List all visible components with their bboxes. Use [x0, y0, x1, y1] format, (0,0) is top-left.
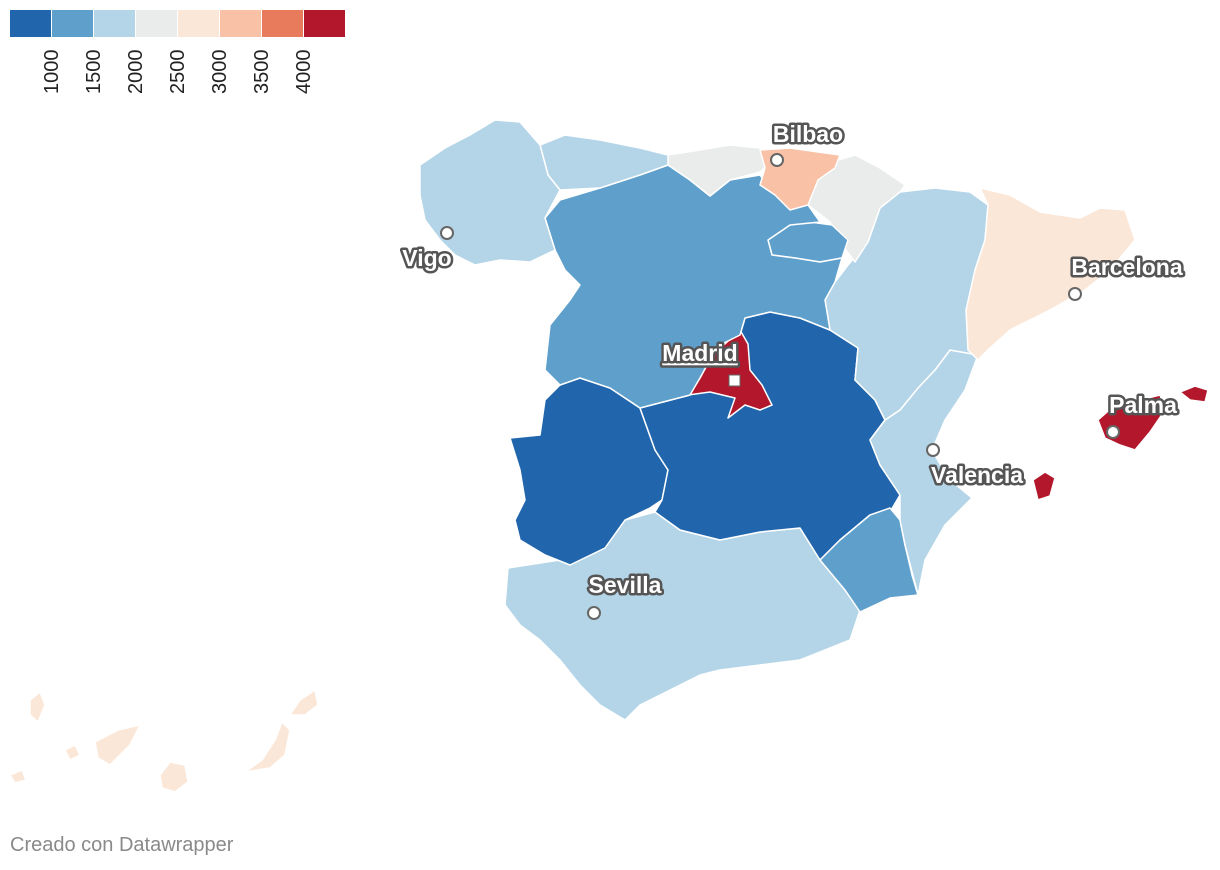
legend-swatch: [94, 10, 135, 37]
city-marker-palma: [1106, 425, 1120, 439]
city-marker-valencia: [926, 443, 940, 457]
city-label-valencia: Valencia: [931, 462, 1023, 488]
island-la-palma[interactable]: [29, 691, 46, 723]
island-gomera[interactable]: [64, 744, 81, 761]
region-galicia[interactable]: [419, 119, 561, 266]
city-marker-vigo: [440, 226, 454, 240]
legend-swatch: [220, 10, 261, 37]
island-tenerife[interactable]: [94, 724, 141, 766]
region-cantabria[interactable]: [667, 144, 776, 197]
island-menorca[interactable]: [1179, 385, 1209, 403]
credit-footer: Creado con Datawrapper: [10, 834, 234, 856]
island-ibiza[interactable]: [1032, 471, 1056, 501]
city-label-vigo: Vigo: [402, 245, 451, 271]
city-marker-madrid: [728, 374, 741, 387]
region-madrid[interactable]: [687, 329, 773, 419]
legend-swatch: [52, 10, 93, 37]
city-marker-bilbao: [770, 153, 784, 167]
legend-swatch: [10, 10, 51, 37]
legend-swatch: [304, 10, 345, 37]
island-el-hierro[interactable]: [9, 769, 27, 784]
region-cataluna[interactable]: [965, 187, 1136, 361]
island-gran-canaria[interactable]: [159, 761, 189, 793]
legend-swatch: [136, 10, 177, 37]
legend-swatch: [262, 10, 303, 37]
city-label-madrid: Madrid: [662, 340, 737, 366]
city-label-palma: Palma: [1109, 392, 1177, 418]
city-label-bilbao: Bilbao: [773, 121, 843, 147]
city-label-barcelona: Barcelona: [1071, 254, 1182, 280]
city-marker-sevilla: [587, 606, 601, 620]
island-lanzarote[interactable]: [289, 689, 319, 716]
city-marker-barcelona: [1068, 287, 1082, 301]
region-canarias[interactable]: [9, 689, 319, 793]
legend-swatch: [178, 10, 219, 37]
city-label-sevilla: Sevilla: [589, 572, 662, 598]
island-fuerteventura[interactable]: [244, 721, 291, 773]
